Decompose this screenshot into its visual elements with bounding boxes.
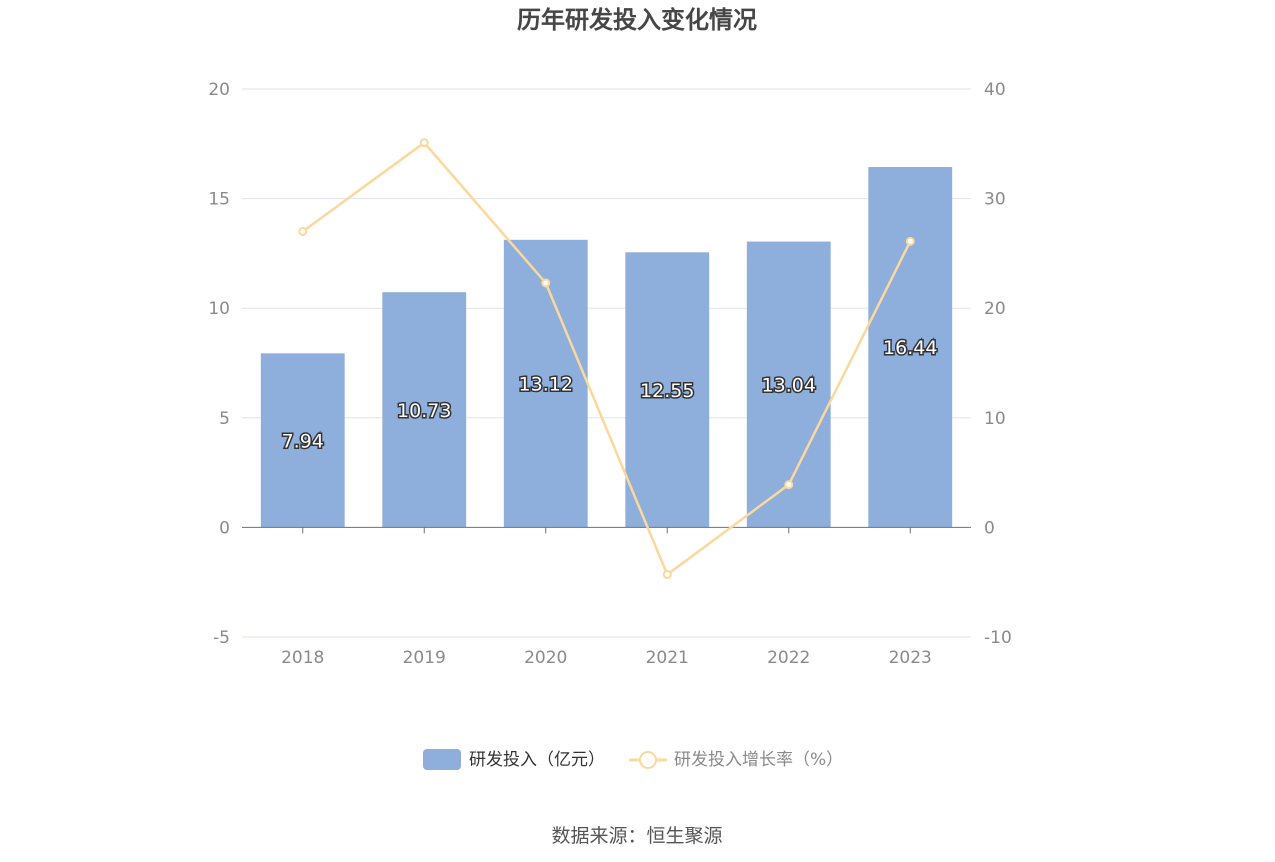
bar-value-label: 7.94 <box>282 430 324 452</box>
right-axis: -10 0 10 20 30 40 <box>984 80 1012 648</box>
line-series <box>298 138 915 580</box>
left-tick-label: 20 <box>208 80 230 100</box>
left-tick-label: 5 <box>219 409 230 429</box>
right-tick-label: 30 <box>984 190 1006 210</box>
x-tick-label: 2020 <box>524 648 567 668</box>
legend-item-line[interactable]: 研发投入增长率（%） <box>629 750 843 770</box>
bar <box>746 241 831 528</box>
bar-value-label: 16.44 <box>883 337 937 359</box>
left-tick-label: 10 <box>208 299 230 319</box>
source-text: 数据来源：恒生聚源 <box>551 825 722 847</box>
x-tick-label: 2023 <box>889 648 932 668</box>
bar <box>625 252 710 528</box>
growth-point <box>905 236 915 246</box>
legend: 研发投入（亿元） 研发投入增长率（%） <box>423 749 843 770</box>
bar-value-label: 13.04 <box>762 374 816 396</box>
growth-point <box>662 570 672 580</box>
right-tick-label: 0 <box>984 518 995 538</box>
bar <box>382 292 467 528</box>
x-axis: 2018 2019 2020 2021 2022 2023 <box>242 526 971 668</box>
bar-series <box>260 167 953 528</box>
legend-line-marker <box>639 751 657 769</box>
growth-point <box>541 278 551 288</box>
chart-title: 历年研发投入变化情况 <box>517 6 757 34</box>
grid <box>242 88 971 638</box>
x-tick-label: 2019 <box>403 648 446 668</box>
x-tick-label: 2022 <box>767 648 810 668</box>
x-tick-label: 2018 <box>281 648 324 668</box>
legend-item-bar[interactable]: 研发投入（亿元） <box>423 749 605 770</box>
left-tick-label: 0 <box>219 518 230 538</box>
left-tick-label: -5 <box>213 628 230 648</box>
growth-point <box>419 138 429 148</box>
bar-value-label: 12.55 <box>640 380 694 402</box>
x-tick-label: 2021 <box>646 648 689 668</box>
bar <box>868 167 953 528</box>
legend-bar-label: 研发投入（亿元） <box>469 750 605 770</box>
right-tick-label: 10 <box>984 409 1006 429</box>
bar-value-label: 13.12 <box>519 374 573 396</box>
right-tick-label: 40 <box>984 80 1006 100</box>
legend-line-label: 研发投入增长率（%） <box>674 750 843 770</box>
bar-labels: 7.94 10.73 13.12 12.55 13.04 16.44 <box>280 336 939 454</box>
left-tick-label: 15 <box>208 190 230 210</box>
right-tick-label: 20 <box>984 299 1006 319</box>
bar <box>260 353 345 528</box>
growth-point <box>784 480 794 490</box>
legend-bar-swatch <box>423 749 461 770</box>
bar <box>503 239 588 528</box>
growth-line <box>302 141 912 577</box>
bar-value-label: 10.73 <box>397 400 451 422</box>
right-tick-label: -10 <box>984 628 1012 648</box>
left-axis: -5 0 5 10 15 20 <box>208 80 230 648</box>
growth-point <box>298 226 308 236</box>
